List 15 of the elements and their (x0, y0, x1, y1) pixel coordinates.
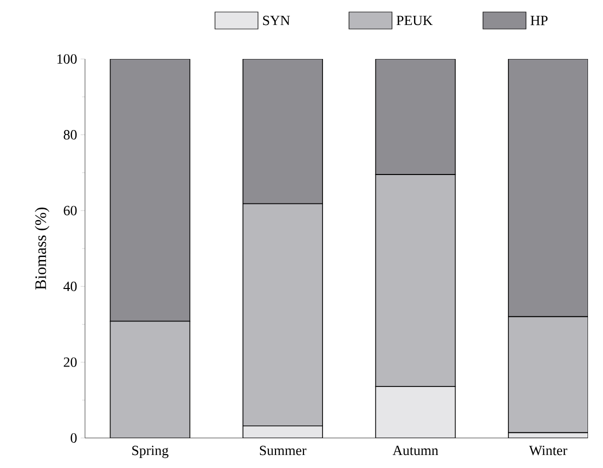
y-axis-title: Biomass (%) (34, 208, 50, 290)
x-tick-label: Autumn (392, 446, 438, 456)
y-tick-label: 100 (57, 54, 77, 64)
bar (375, 386, 456, 438)
legend-label: PEUK (396, 16, 433, 26)
legend-label: SYN (263, 16, 290, 26)
x-tick-label: Summer (260, 446, 306, 456)
y-tick-label: 40 (63, 282, 77, 292)
x-tick-label: Winter (529, 446, 568, 456)
y-tick-label: 60 (64, 206, 77, 216)
legend-label: HP (530, 16, 548, 26)
x-tick-label: Spring (132, 446, 168, 458)
y-tick-label: 20 (64, 357, 77, 367)
y-tick-label: 0 (70, 433, 77, 443)
y-tick-label: 80 (64, 130, 77, 140)
